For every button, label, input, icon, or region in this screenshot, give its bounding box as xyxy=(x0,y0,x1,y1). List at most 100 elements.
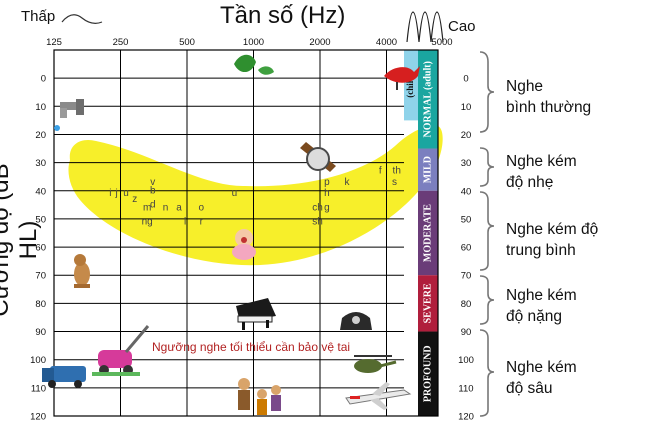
band-4 xyxy=(418,331,438,416)
chart-grid xyxy=(53,49,439,417)
category-severe-line1: Nghe kém xyxy=(506,287,577,304)
speech-sound-14: u xyxy=(232,188,238,199)
x-tick-4: 2000 xyxy=(309,37,330,48)
speech-sound-13: r xyxy=(200,216,204,227)
faucet-icon xyxy=(54,99,84,131)
speech-banana xyxy=(68,125,443,266)
band-child-region xyxy=(404,50,418,121)
x-tick-0: 125 xyxy=(46,37,62,48)
speech-sound-7: m xyxy=(143,202,151,213)
category-moderate-line1: Nghe kém độ xyxy=(506,221,599,238)
speech-sound-22: th xyxy=(393,166,401,177)
speech-sound-17: g xyxy=(324,202,330,213)
band-child-label: (child) xyxy=(405,73,415,98)
y-tick-left-4: 40 xyxy=(35,186,46,197)
speech-sound-4: v xyxy=(150,177,155,188)
speech-sound-18: ch xyxy=(312,202,323,213)
category-severe-line2: độ nặng xyxy=(506,308,563,325)
y-tick-left-11: 110 xyxy=(31,383,46,394)
band-0 xyxy=(418,50,438,149)
high-frequency-label: Cao xyxy=(448,18,476,35)
band-label-0: NORMAL (adult) xyxy=(422,61,433,137)
band-label-4: PROFOUND xyxy=(422,345,433,402)
speech-sound-1: j xyxy=(114,188,117,199)
band-3 xyxy=(418,275,438,332)
baby-icon xyxy=(232,229,256,260)
y-tick-left-7: 70 xyxy=(35,271,46,282)
speech-sound-16: h xyxy=(324,188,330,199)
category-profound: Nghe kém độ sâu xyxy=(506,357,577,399)
speech-sound-20: k xyxy=(344,177,350,188)
lawnmower-icon xyxy=(92,325,150,376)
category-normal: Nghe bình thường xyxy=(506,76,591,118)
x-tick-2: 500 xyxy=(179,37,195,48)
speech-sound-11: ng xyxy=(142,216,153,227)
y-tick-right-7: 70 xyxy=(461,271,472,282)
band-label-3: SEVERE xyxy=(422,283,433,323)
x-tick-labels: 125 250 500 1000 2000 4000 5000 xyxy=(46,37,453,48)
category-normal-line1: Nghe xyxy=(506,78,544,95)
speech-sound-12: l xyxy=(184,216,186,227)
hearing-bands: NORMAL (adult) (child) MILD MODERATE SEVERE P… xyxy=(404,50,438,416)
helicopter-icon xyxy=(354,355,397,373)
category-mild-line2: độ nhẹ xyxy=(506,174,554,191)
category-profound-line2: độ sâu xyxy=(506,380,553,397)
category-mild: Nghe kém độ nhẹ xyxy=(506,151,577,193)
y-tick-left-6: 60 xyxy=(35,243,46,254)
speech-sound-23: s xyxy=(392,177,397,188)
category-mild-line1: Nghe kém xyxy=(506,153,577,170)
dog-icon xyxy=(74,254,90,288)
speech-sound-2: u xyxy=(123,188,129,199)
y-tick-left-3: 30 xyxy=(35,158,46,169)
watch-icon xyxy=(300,142,336,172)
speech-sound-19: sh xyxy=(312,216,323,227)
speech-sound-0: i xyxy=(109,188,111,199)
plot-frame xyxy=(53,49,439,417)
piano-icon xyxy=(236,298,276,330)
y-tick-left-8: 80 xyxy=(35,299,46,310)
y-tick-right-3: 30 xyxy=(461,158,472,169)
chart-title: Tần số (Hz) xyxy=(220,2,346,29)
band-2 xyxy=(418,190,438,276)
y-tick-right-11: 110 xyxy=(458,383,473,394)
y-tick-right-12: 120 xyxy=(458,412,474,423)
speech-banana-shape xyxy=(68,125,443,266)
band-1 xyxy=(418,148,438,191)
airplane-icon xyxy=(345,382,412,410)
category-profound-line1: Nghe kém xyxy=(506,359,577,376)
category-brackets xyxy=(479,51,495,417)
band-label-1: MILD xyxy=(422,156,433,183)
y-tick-left-10: 100 xyxy=(30,355,46,366)
x-tick-5: 4000 xyxy=(376,37,397,48)
speech-sound-15: p xyxy=(324,177,330,188)
y-axis-title: Cường độ (dB HL) xyxy=(0,163,42,317)
y-tick-right-0: 0 xyxy=(463,74,468,85)
y-tick-right-5: 50 xyxy=(461,214,472,225)
category-moderate: Nghe kém độ trung bình xyxy=(506,219,598,261)
y-tick-right-8: 80 xyxy=(461,299,472,310)
y-tick-right-6: 60 xyxy=(461,243,472,254)
truck-icon xyxy=(42,366,86,388)
y-tick-left-2: 20 xyxy=(35,130,46,141)
category-moderate-line2: trung bình xyxy=(506,242,576,259)
y-tick-right-2: 20 xyxy=(461,130,472,141)
x-tick-3: 1000 xyxy=(243,37,264,48)
y-tick-right-1: 10 xyxy=(461,102,472,113)
y-tick-left-12: 120 xyxy=(30,412,46,423)
speech-sound-5: b xyxy=(150,185,156,196)
y-tick-right-9: 90 xyxy=(461,327,472,338)
y-tick-left-5: 50 xyxy=(35,214,46,225)
y-tick-right-10: 100 xyxy=(458,355,474,366)
bird-icon xyxy=(384,66,420,90)
category-normal-line2: bình thường xyxy=(506,99,592,116)
high-wave-icon xyxy=(406,11,444,43)
leaves-icon xyxy=(234,54,274,75)
speech-sound-21: f xyxy=(379,166,382,177)
category-severe: Nghe kém độ nặng xyxy=(506,285,577,327)
y-tick-right-4: 40 xyxy=(461,186,472,197)
speech-sound-3: z xyxy=(132,194,137,205)
x-tick-1: 250 xyxy=(113,37,129,48)
speech-sound-9: a xyxy=(176,202,182,213)
